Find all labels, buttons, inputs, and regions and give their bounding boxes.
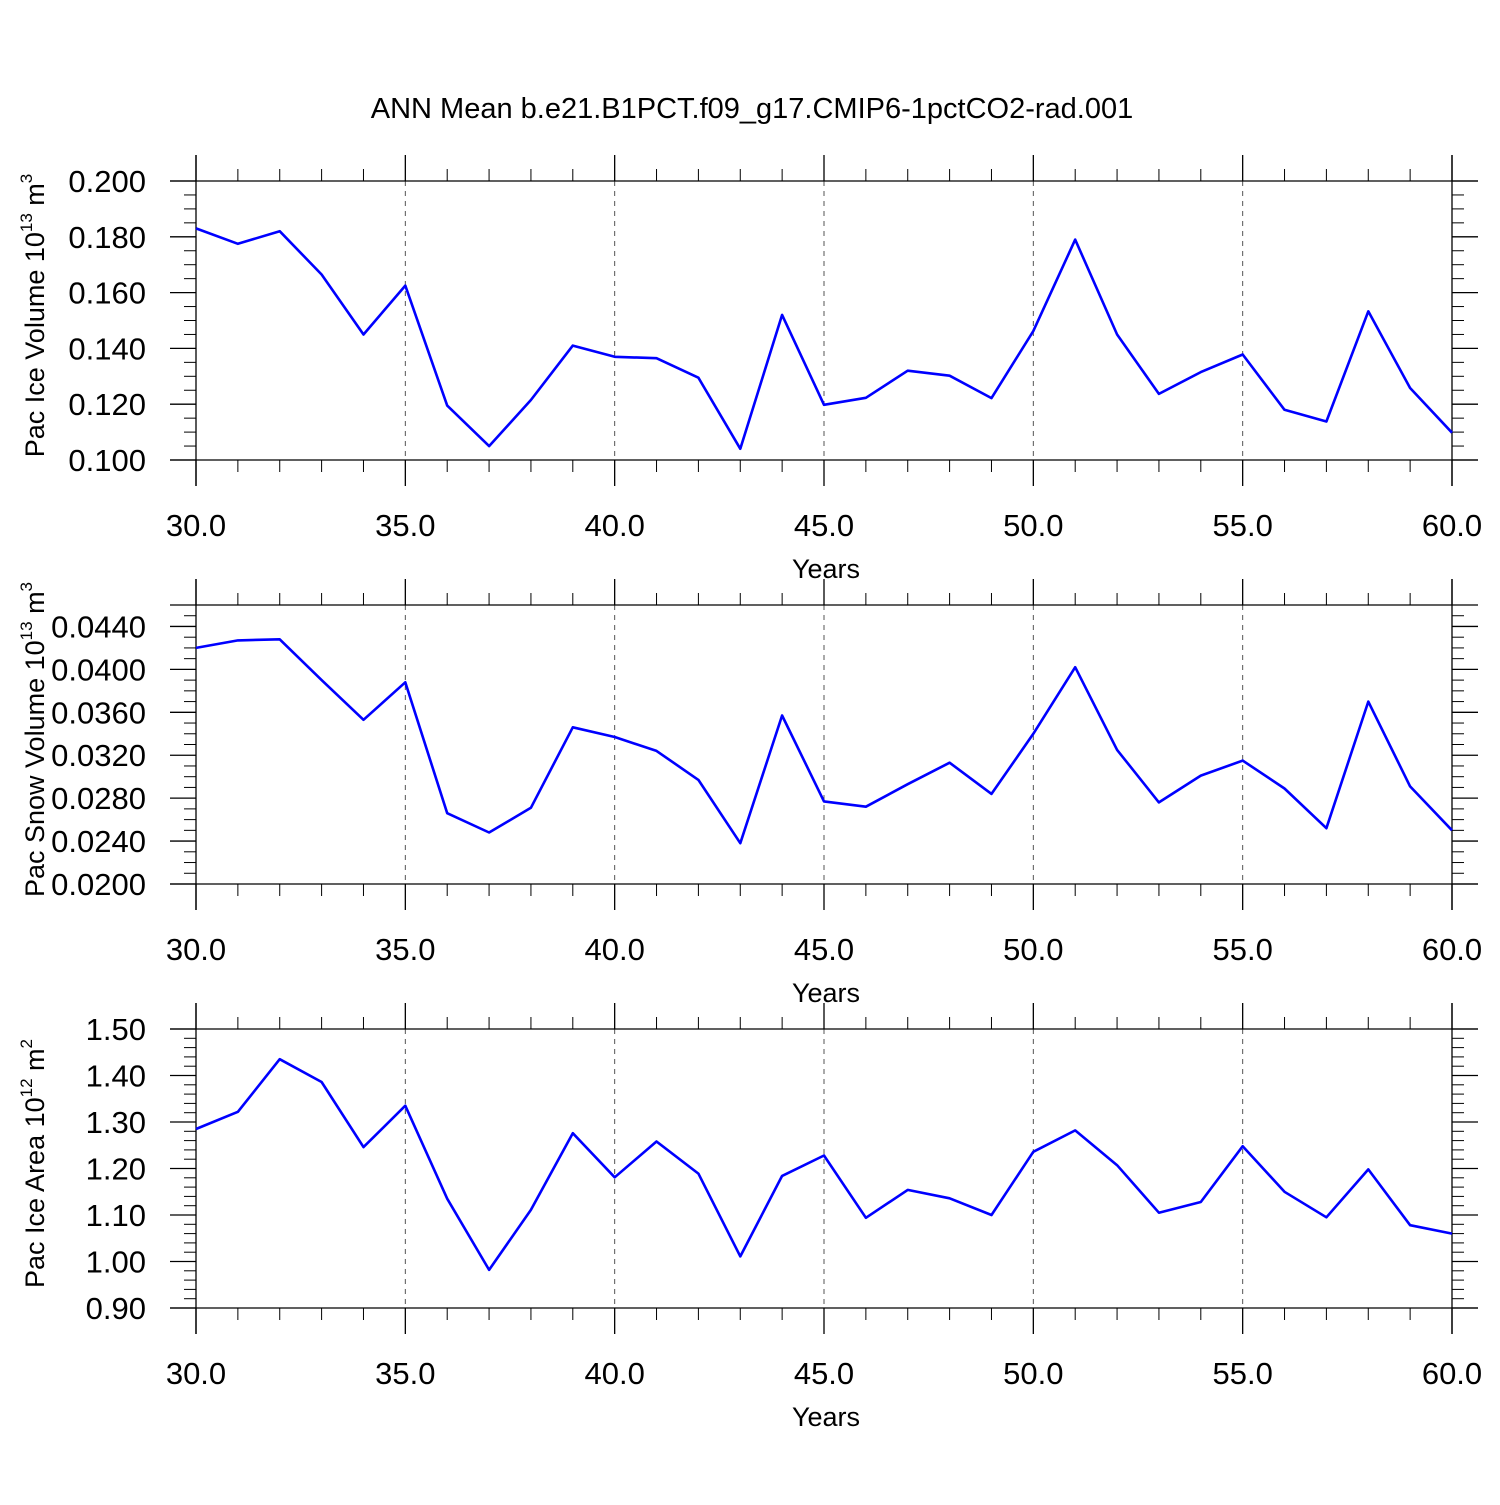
x-tick-label: 45.0: [794, 932, 854, 967]
y-tick-label: 0.120: [68, 387, 146, 422]
x-tick-label: 50.0: [1003, 1356, 1063, 1391]
y-axis-label-unit-exponent: 3: [17, 582, 36, 591]
y-tick-label: 1.50: [86, 1012, 146, 1047]
x-tick-label: 55.0: [1212, 508, 1272, 543]
y-tick-label: 0.0240: [51, 824, 146, 859]
y-tick-label: 1.20: [86, 1152, 146, 1187]
y-axis-label-text: Pac Ice Area 10: [20, 1097, 50, 1288]
x-tick-label: 30.0: [166, 508, 226, 543]
x-tick-label: 50.0: [1003, 508, 1063, 543]
x-tick-label: 30.0: [166, 1356, 226, 1391]
figure-title: ANN Mean b.e21.B1PCT.f09_g17.CMIP6-1pctC…: [371, 93, 1133, 125]
y-tick-label: 1.30: [86, 1105, 146, 1140]
y-axis-label-unit: m: [20, 1048, 50, 1078]
x-tick-label: 40.0: [584, 508, 644, 543]
y-tick-label: 0.200: [68, 164, 146, 199]
y-tick-label: 0.0320: [51, 738, 146, 773]
y-axis-label-unit-exponent: 3: [17, 174, 36, 183]
x-tick-label: 60.0: [1422, 508, 1482, 543]
y-axis-label-exponent: 13: [17, 213, 36, 232]
x-tick-label: 40.0: [584, 1356, 644, 1391]
x-tick-label: 50.0: [1003, 932, 1063, 967]
x-tick-label: 60.0: [1422, 1356, 1482, 1391]
x-tick-label: 45.0: [794, 1356, 854, 1391]
y-tick-label: 1.00: [86, 1245, 146, 1280]
y-tick-label: 0.0440: [51, 609, 146, 644]
x-tick-label: 40.0: [584, 932, 644, 967]
x-axis-label: Years: [792, 978, 860, 1008]
x-axis-label: Years: [792, 554, 860, 584]
y-tick-label: 0.160: [68, 276, 146, 311]
y-tick-label: 0.90: [86, 1291, 146, 1326]
y-tick-label: 1.10: [86, 1198, 146, 1233]
y-tick-label: 0.0280: [51, 781, 146, 816]
y-tick-label: 0.0400: [51, 652, 146, 687]
y-axis-label-unit: m: [20, 591, 50, 621]
x-tick-label: 35.0: [375, 932, 435, 967]
x-tick-label: 30.0: [166, 932, 226, 967]
y-axis-label-unit: m: [20, 183, 50, 213]
y-tick-label: 0.140: [68, 331, 146, 366]
y-axis-label-exponent: 12: [17, 1078, 36, 1097]
x-tick-label: 35.0: [375, 508, 435, 543]
x-tick-label: 45.0: [794, 508, 854, 543]
y-tick-label: 0.100: [68, 443, 146, 478]
y-tick-label: 0.0200: [51, 867, 146, 902]
y-tick-label: 0.180: [68, 220, 146, 255]
x-tick-label: 60.0: [1422, 932, 1482, 967]
y-tick-label: 1.40: [86, 1059, 146, 1094]
x-axis-label: Years: [792, 1402, 860, 1432]
y-axis-label-text: Pac Ice Volume 10: [20, 232, 50, 457]
x-tick-label: 35.0: [375, 1356, 435, 1391]
y-axis-label-text: Pac Snow Volume 10: [20, 640, 50, 897]
x-tick-label: 55.0: [1212, 1356, 1272, 1391]
y-axis-label-exponent: 13: [17, 621, 36, 640]
x-tick-label: 55.0: [1212, 932, 1272, 967]
y-tick-label: 0.0360: [51, 695, 146, 730]
y-axis-label-unit-exponent: 2: [17, 1039, 36, 1048]
y-axis-label: Pac Ice Area 1012 m2: [17, 1039, 50, 1288]
